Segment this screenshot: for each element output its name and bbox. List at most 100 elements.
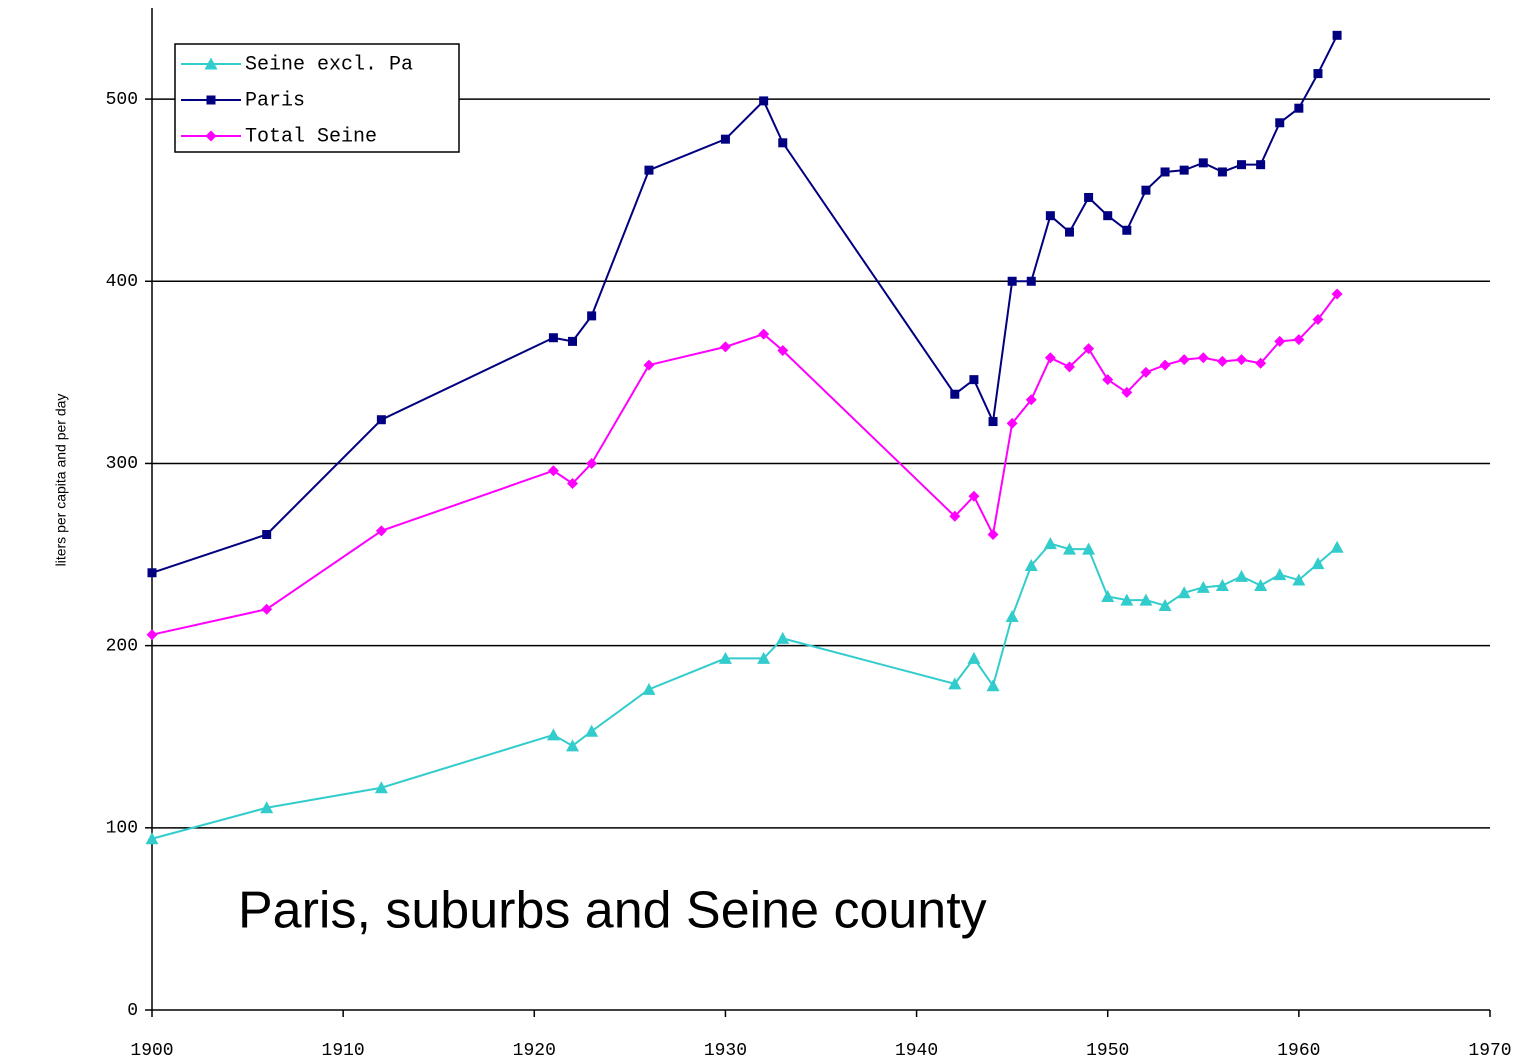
point [375,525,387,537]
point [644,165,654,175]
y-tick-label: 500 [106,90,138,110]
point [1292,573,1306,586]
point [777,345,789,357]
point [718,651,732,664]
legend-label: Paris [245,89,305,112]
point [948,677,962,690]
point [1273,568,1287,581]
point [1139,593,1153,606]
point [776,631,790,644]
point [260,801,274,814]
point [759,96,769,106]
point [1198,158,1208,168]
point [719,341,731,353]
point [1216,355,1228,367]
point [586,457,598,469]
point [1313,69,1323,79]
legend-box [174,43,460,153]
legend-marker [205,130,217,142]
point [1178,354,1190,366]
point [1159,359,1171,371]
point [1255,357,1267,369]
point [566,739,580,752]
point [145,832,159,845]
point [642,682,656,695]
point [1235,569,1249,582]
legend: Seine excl. Pa Paris Total Seine [181,53,413,148]
annotation: Paris, suburbs and Seine county [238,882,987,940]
point [758,328,770,340]
x-tick-label: 1900 [130,1041,173,1060]
point [986,679,1000,692]
point [1045,211,1055,221]
point [1237,160,1247,170]
point [987,529,999,541]
point [262,530,272,540]
point [548,333,558,343]
point [1043,537,1057,550]
point [1311,557,1325,570]
legend-label: Seine excl. Pa [245,53,413,76]
point [1083,343,1095,355]
point [968,490,980,502]
point [147,568,157,578]
point [567,477,579,489]
point [1044,352,1056,364]
point [1141,185,1151,195]
point [1026,276,1036,286]
point [1140,366,1152,378]
point [585,724,599,737]
point [1084,192,1094,202]
y-tick-label: 300 [106,454,138,474]
point [1197,352,1209,364]
point [1025,394,1037,406]
point [1160,167,1170,177]
point [1179,165,1189,175]
point [546,728,560,741]
point [261,603,273,615]
point [1312,314,1324,326]
point [1332,30,1342,40]
legend-marker [204,57,218,70]
legend-label: Total Seine [245,125,377,148]
point [1158,599,1172,612]
point [1254,579,1268,592]
point [643,359,655,371]
point [587,311,597,321]
point [1294,103,1304,113]
legend-marker [206,95,216,105]
point [1256,160,1266,170]
point [568,336,578,346]
x-tick-label: 1910 [322,1041,365,1060]
point [1082,542,1096,555]
point [1122,225,1132,235]
y-tick-label: 100 [106,819,138,839]
point [1007,276,1017,286]
point [1006,417,1018,429]
point [1063,361,1075,373]
point [969,375,979,385]
point [988,417,998,427]
point [1101,589,1115,602]
point [949,510,961,522]
point [1217,167,1227,177]
point [1330,540,1344,553]
x-tick-label: 1970 [1468,1041,1511,1060]
point [1064,227,1074,237]
point [376,415,386,425]
point [1005,609,1019,622]
point [1177,586,1191,599]
y-tick-label: 400 [106,272,138,292]
point [547,465,559,477]
point [1062,542,1076,555]
point [1102,374,1114,386]
point [1196,580,1210,593]
x-tick-label: 1940 [895,1041,938,1060]
point [967,651,981,664]
x-tick-label: 1960 [1277,1041,1320,1060]
x-tick-label: 1930 [704,1041,747,1060]
point [1121,386,1133,398]
y-tick-label: 200 [106,636,138,656]
series-line [151,293,1338,636]
point [1215,579,1229,592]
